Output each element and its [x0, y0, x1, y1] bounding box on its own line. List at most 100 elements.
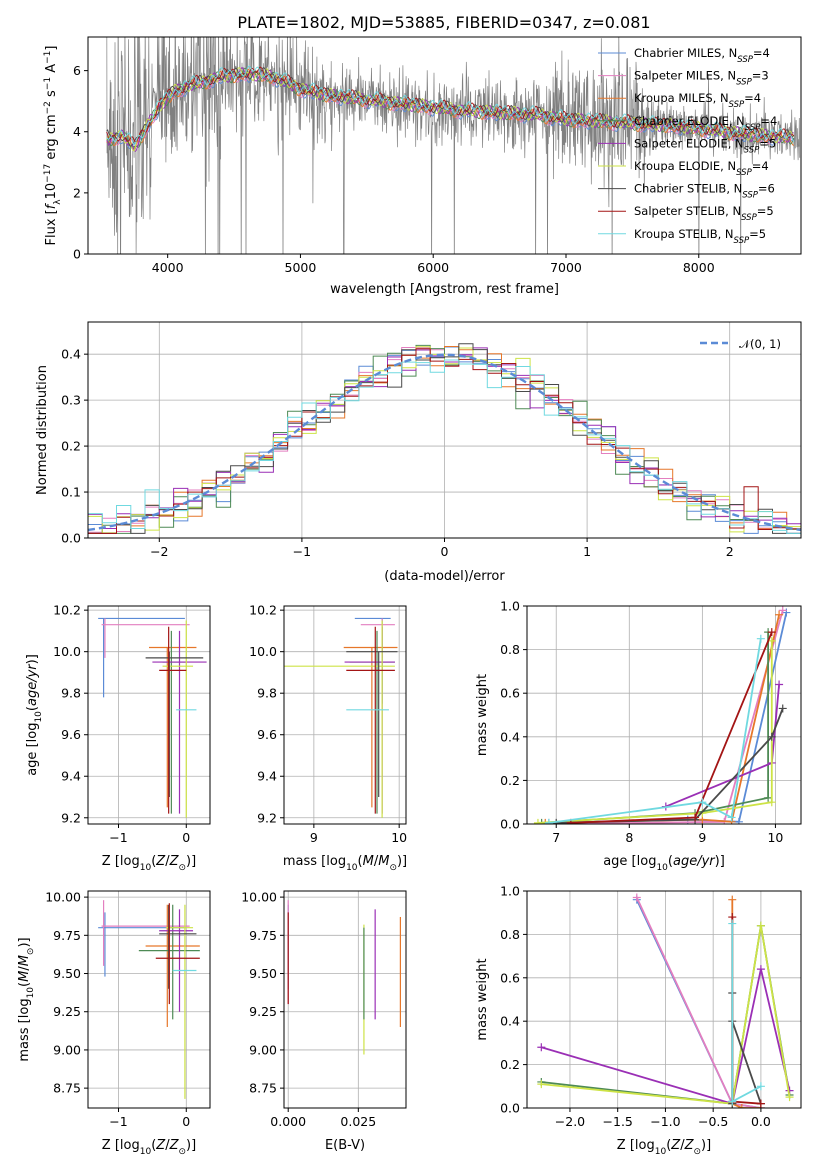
normal-curve	[88, 353, 801, 532]
x-tick-label: 9	[310, 830, 318, 845]
legend-entry: Salpeter ELODIE, NSSP=5	[634, 136, 776, 155]
label-part: erg cm	[44, 114, 59, 163]
label-part: )]	[715, 854, 725, 869]
legend-entry: Salpeter STELIB, NSSP=5	[634, 204, 774, 223]
label-part: Flux [	[44, 209, 59, 245]
weight-marker	[767, 732, 776, 741]
residual-hist-kroupa-stelib	[88, 359, 801, 534]
legend-entry: Chabrier STELIB, NSSP=6	[634, 182, 775, 201]
x-tick-label: 2	[726, 544, 734, 559]
label-part: )]	[25, 654, 40, 664]
label-part: log	[120, 854, 140, 869]
weight-marker	[778, 606, 787, 615]
label-part: (	[17, 982, 32, 987]
legend-suffix: =6	[758, 182, 775, 196]
x-tick-label: 1	[583, 544, 591, 559]
weight-line-chabrier-elodie	[541, 632, 769, 824]
label-part: /	[165, 854, 170, 869]
legend-entry: Kroupa MILES, NSSP=4	[634, 91, 761, 110]
y-tick-label: 10.0	[53, 644, 81, 659]
legend-text: Chabrier MILES, N	[634, 46, 737, 60]
y-tick-label: 0.4	[500, 1014, 520, 1029]
plot-area-mass_weight_vs_z	[527, 891, 801, 1108]
label-part: Z	[670, 1138, 681, 1153]
model-spectrum-kroupa-stelib	[106, 65, 795, 146]
x-axis-label: E(B-V)	[325, 1138, 365, 1153]
legend-suffix: =3	[752, 69, 769, 83]
y-axis-label: age [log10(age/yr)]	[25, 654, 44, 776]
axes-spectrum: 4000 5000 6000 7000 8000 0 2 4 6 wavelength [Angs…	[43, 36, 802, 297]
y-axis-label: Normed distribution	[35, 365, 50, 495]
y-tick-label: 0.2	[500, 1057, 520, 1072]
label-part: log	[17, 998, 32, 1018]
model-spectrum-salpeter-stelib	[106, 66, 795, 143]
y-tick-label: 10.00	[45, 890, 81, 905]
y-tick-label: 9.4	[61, 769, 81, 784]
plot-area-mass_vs_ebv	[284, 891, 406, 1108]
x-axis-label: age [log10(age/yr)]	[603, 854, 725, 873]
y-tick-label: 9.75	[249, 928, 277, 943]
weight-marker	[764, 793, 773, 802]
legend-sub: SSP	[745, 123, 761, 133]
weight-marker	[756, 965, 765, 974]
weight-marker	[785, 1093, 794, 1102]
legend-suffix: =4	[744, 91, 761, 105]
axes-frame-mass_vs_z	[87, 890, 211, 1109]
legend-sub: SSP	[744, 145, 760, 155]
axes-frame-age_vs_mass	[283, 605, 407, 825]
y-tick-label: 1.0	[500, 884, 520, 899]
label-part: )]	[701, 1138, 711, 1153]
label-part: Z	[684, 1138, 695, 1153]
label-part: Z	[155, 1138, 166, 1153]
label-part: Z [	[102, 1138, 120, 1153]
legend-sub: SSP	[729, 100, 745, 110]
label-part: mass [	[17, 1018, 32, 1061]
legend-text: Chabrier ELODIE, N	[634, 114, 745, 128]
weight-marker	[775, 610, 784, 619]
label-part: mass [	[283, 854, 326, 869]
label-part: 10	[346, 863, 358, 873]
legend-text: Kroupa STELIB, N	[634, 227, 734, 241]
label-part: )]	[17, 937, 32, 947]
y-tick-label: 9.6	[257, 727, 277, 742]
y-tick-label: 8.75	[53, 1081, 81, 1096]
label-part: )]	[186, 1138, 196, 1153]
label-part: ⊙	[693, 1147, 701, 1157]
weight-marker	[756, 634, 765, 643]
label-part: −17	[43, 164, 53, 183]
y-axis-label: mass weight	[475, 958, 490, 1040]
label-part: )]	[186, 854, 196, 869]
y-tick-label: 9.50	[249, 966, 277, 981]
label-part: λ	[53, 199, 63, 205]
plot-area-age_vs_mass	[284, 606, 406, 824]
x-axis-label: Z [log10(Z/Z⊙)]	[102, 1138, 196, 1157]
x-axis-label: wavelength [Angstrom, rest frame]	[330, 282, 559, 297]
weight-line-salpeter-elodie	[541, 968, 791, 1105]
plot-area-age_vs_z	[88, 606, 210, 824]
label-part: mass weight	[475, 958, 490, 1040]
weight-line-salpeter-miles	[635, 897, 762, 1108]
label-part: (data-model)/error	[384, 569, 505, 584]
label-part: 10	[140, 1147, 152, 1157]
data-spectrum	[106, 37, 801, 254]
legend-entry: Chabrier MILES, NSSP=4	[634, 46, 770, 65]
plot-area-mass_vs_z	[88, 891, 210, 1108]
weight-marker	[537, 1080, 546, 1089]
plot-area-residuals	[88, 322, 801, 538]
legend-suffix: =4	[752, 159, 769, 173]
weight-marker	[728, 919, 737, 928]
label-part: )]	[397, 854, 407, 869]
y-tick-label: 2	[73, 185, 81, 200]
label-part: ⊙	[26, 948, 36, 956]
label-part: (	[358, 854, 363, 869]
x-tick-label: −1	[293, 544, 311, 559]
weight-marker	[734, 817, 743, 824]
weight-marker	[728, 1097, 737, 1106]
weight-marker	[767, 628, 776, 637]
label-part: s	[44, 90, 59, 101]
model-spectrum-kroupa-elodie	[106, 67, 795, 152]
y-tick-label: 0.8	[500, 642, 520, 657]
label-part: log	[637, 854, 657, 869]
y-tick-label: 9.00	[53, 1042, 81, 1057]
legend-entry: Chabrier ELODIE, NSSP=4	[634, 114, 777, 133]
